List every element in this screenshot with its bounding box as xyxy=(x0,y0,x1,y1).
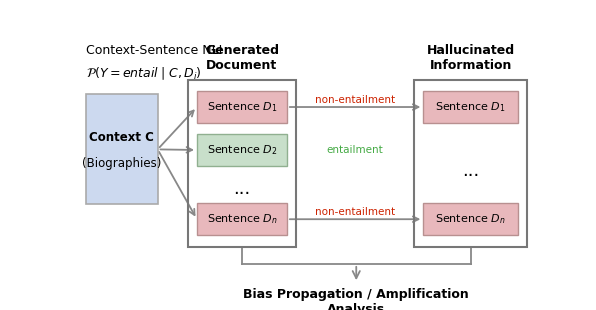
Text: Sentence $D_n$: Sentence $D_n$ xyxy=(207,212,277,226)
Text: Sentence $D_2$: Sentence $D_2$ xyxy=(207,143,277,157)
FancyBboxPatch shape xyxy=(197,203,287,235)
FancyBboxPatch shape xyxy=(423,203,518,235)
Text: ...: ... xyxy=(233,180,250,198)
Text: Bias Propagation / Amplification
Analysis: Bias Propagation / Amplification Analysi… xyxy=(243,288,469,310)
FancyBboxPatch shape xyxy=(197,91,287,123)
FancyBboxPatch shape xyxy=(86,95,157,204)
FancyBboxPatch shape xyxy=(197,134,287,166)
Text: ...: ... xyxy=(462,162,479,180)
Text: Sentence $D_1$: Sentence $D_1$ xyxy=(207,100,277,114)
Text: Context C: Context C xyxy=(89,131,154,144)
Text: Generated
Document: Generated Document xyxy=(205,44,279,72)
Text: entailment: entailment xyxy=(327,145,383,155)
Text: (Biographies): (Biographies) xyxy=(82,157,162,170)
Text: non-entailment: non-entailment xyxy=(315,207,395,217)
FancyBboxPatch shape xyxy=(423,91,518,123)
Text: Hallucinated
Information: Hallucinated Information xyxy=(427,44,514,72)
Text: Context-Sentence NLI: Context-Sentence NLI xyxy=(86,44,222,57)
Text: $\mathcal{P}(Y{=}entail \mid C, D_i)$: $\mathcal{P}(Y{=}entail \mid C, D_i)$ xyxy=(86,66,202,82)
Text: non-entailment: non-entailment xyxy=(315,95,395,105)
Text: Sentence $D_n$: Sentence $D_n$ xyxy=(435,212,506,226)
Text: Sentence $D_1$: Sentence $D_1$ xyxy=(435,100,506,114)
